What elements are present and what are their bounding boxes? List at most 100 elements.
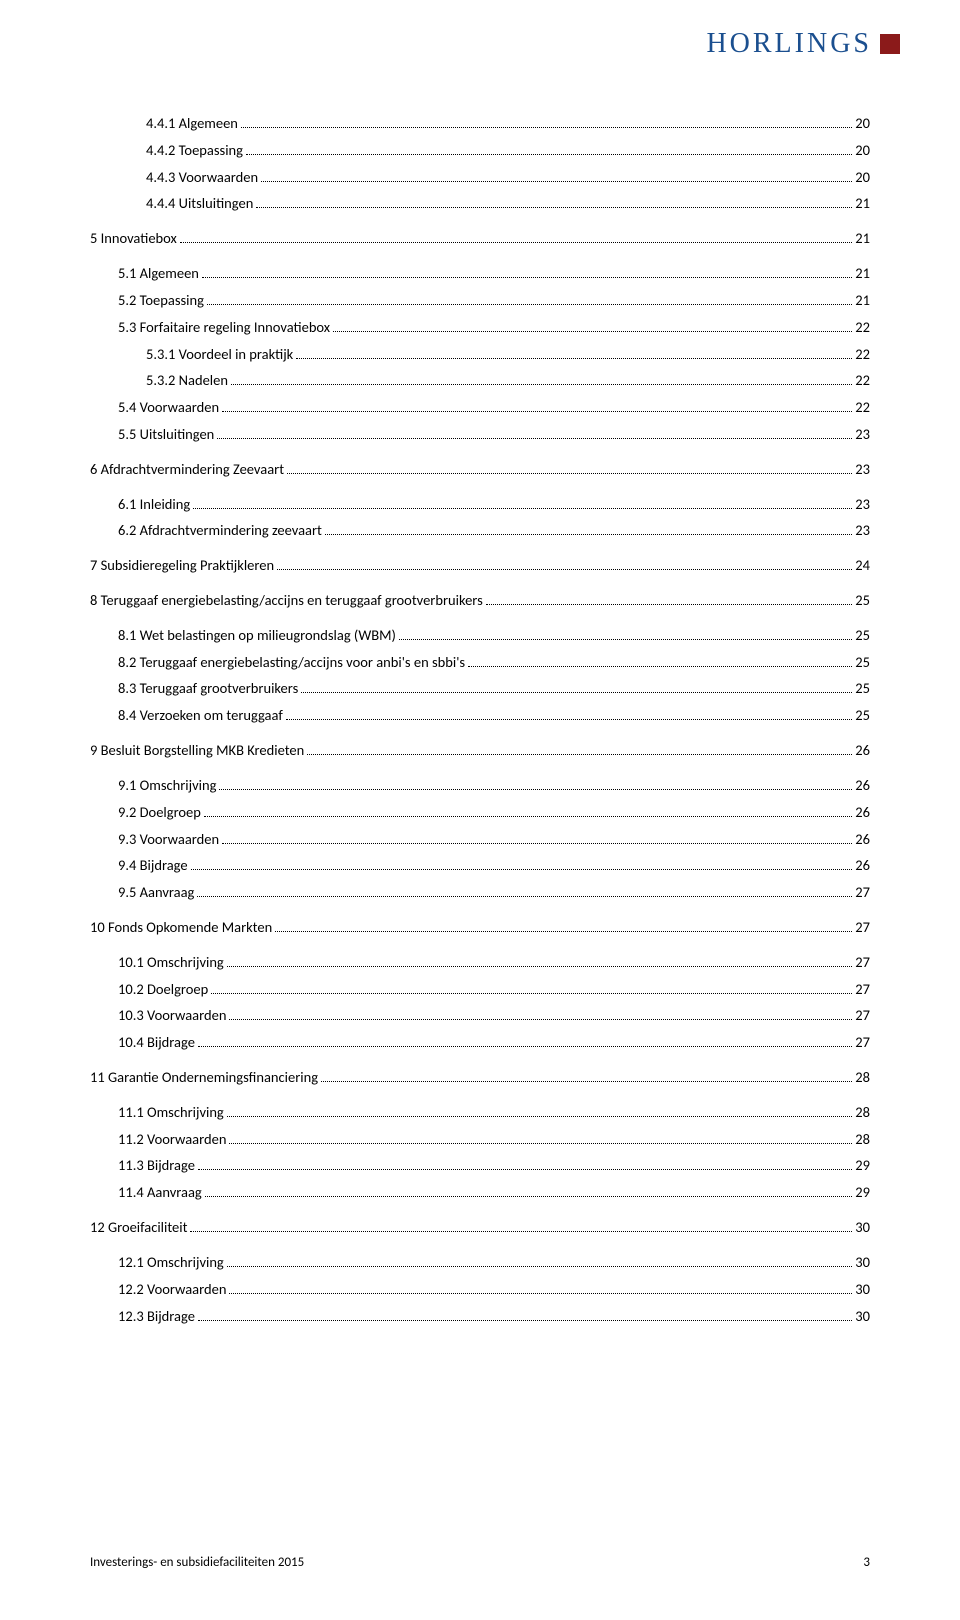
toc-entry-page: 23 (855, 421, 870, 448)
toc-entry[interactable]: 5.5 Uitsluitingen 23 (90, 421, 870, 448)
toc-entry-label: 10.3 Voorwaarden (118, 1002, 226, 1029)
toc-entry[interactable]: 10.3 Voorwaarden27 (90, 1002, 870, 1029)
toc-entry[interactable]: 6 Afdrachtvermindering Zeevaart23 (90, 456, 870, 483)
toc-entry[interactable]: 5.1 Algemeen21 (90, 260, 870, 287)
toc-entry-page: 27 (855, 949, 870, 976)
toc-entry-label: 9 Besluit Borgstelling MKB Kredieten (90, 737, 304, 764)
toc-entry[interactable]: 5.3.1 Voordeel in praktijk22 (90, 341, 870, 368)
toc-entry[interactable]: 9.5 Aanvraag27 (90, 879, 870, 906)
footer-title: Investerings- en subsidiefaciliteiten 20… (90, 1555, 304, 1570)
toc-entry-page: 22 (855, 394, 870, 421)
toc-entry[interactable]: 5.3 Forfaitaire regeling Innovatiebox22 (90, 314, 870, 341)
toc-entry[interactable]: 9.1 Omschrijving26 (90, 772, 870, 799)
toc-entry[interactable]: 10.1 Omschrijving 27 (90, 949, 870, 976)
toc-entry-label: 12.1 Omschrijving (118, 1249, 224, 1276)
toc-entry[interactable]: 4.4.1 Algemeen20 (90, 110, 870, 137)
toc-entry-page: 26 (855, 852, 870, 879)
toc-entry-page: 24 (855, 552, 870, 579)
toc-entry[interactable]: 5.4 Voorwaarden22 (90, 394, 870, 421)
toc-entry[interactable]: 5 Innovatiebox21 (90, 225, 870, 252)
toc-entry[interactable]: 9.3 Voorwaarden26 (90, 826, 870, 853)
toc-entry[interactable]: 5.2 Toepassing21 (90, 287, 870, 314)
toc-dot-leader (198, 1046, 852, 1047)
toc-dot-leader (256, 207, 852, 208)
toc-dot-leader (219, 789, 852, 790)
toc-entry-label: 4.4.2 Toepassing (146, 137, 243, 164)
toc-entry[interactable]: 6.2 Afdrachtvermindering zeevaart23 (90, 517, 870, 544)
toc-entry-page: 30 (855, 1249, 870, 1276)
toc-entry-label: 11.2 Voorwaarden (118, 1126, 226, 1153)
toc-dot-leader (227, 1266, 853, 1267)
toc-entry-page: 26 (855, 737, 870, 764)
toc-dot-leader (229, 1019, 852, 1020)
toc-entry-page: 30 (855, 1276, 870, 1303)
toc-entry[interactable]: 4.4.3 Voorwaarden20 (90, 164, 870, 191)
toc-entry[interactable]: 4.4.2 Toepassing20 (90, 137, 870, 164)
toc-entry[interactable]: 8.1 Wet belastingen op milieugrondslag (… (90, 622, 870, 649)
toc-entry[interactable]: 8.4 Verzoeken om teruggaaf25 (90, 702, 870, 729)
toc-entry[interactable]: 11.4 Aanvraag 29 (90, 1179, 870, 1206)
toc-entry[interactable]: 12.3 Bijdrage30 (90, 1303, 870, 1330)
toc-dot-leader (193, 508, 852, 509)
toc-entry-label: 10.1 Omschrijving (118, 949, 224, 976)
toc-dot-leader (180, 242, 852, 243)
toc-entry-page: 21 (855, 190, 870, 217)
toc-entry-label: 12.3 Bijdrage (118, 1303, 195, 1330)
toc-entry[interactable]: 11.3 Bijdrage29 (90, 1152, 870, 1179)
toc-entry-label: 9.3 Voorwaarden (118, 826, 219, 853)
toc-entry[interactable]: 12.2 Voorwaarden30 (90, 1276, 870, 1303)
toc-entry[interactable]: 11 Garantie Ondernemingsfinanciering28 (90, 1064, 870, 1091)
toc-dot-leader (198, 1169, 852, 1170)
toc-dot-leader (229, 1293, 852, 1294)
toc-entry[interactable]: 5.3.2 Nadelen22 (90, 367, 870, 394)
toc-entry[interactable]: 11.2 Voorwaarden28 (90, 1126, 870, 1153)
toc-entry-page: 20 (855, 164, 870, 191)
toc-entry[interactable]: 12 Groeifaciliteit 30 (90, 1214, 870, 1241)
toc-entry-label: 10.2 Doelgroep (118, 976, 208, 1003)
toc-entry[interactable]: 10.2 Doelgroep27 (90, 976, 870, 1003)
toc-entry[interactable]: 9.2 Doelgroep26 (90, 799, 870, 826)
toc-entry-label: 8.4 Verzoeken om teruggaaf (118, 702, 283, 729)
toc-entry-label: 9.4 Bijdrage (118, 852, 188, 879)
toc-entry-label: 11.4 Aanvraag (118, 1179, 202, 1206)
toc-dot-leader (333, 331, 852, 332)
toc-dot-leader (227, 966, 853, 967)
toc-entry-page: 29 (855, 1179, 870, 1206)
toc-dot-leader (207, 304, 852, 305)
toc-entry[interactable]: 7 Subsidieregeling Praktijkleren24 (90, 552, 870, 579)
toc-entry[interactable]: 6.1 Inleiding23 (90, 491, 870, 518)
toc-entry[interactable]: 10 Fonds Opkomende Markten27 (90, 914, 870, 941)
toc-entry[interactable]: 8.2 Teruggaaf energiebelasting/accijns v… (90, 649, 870, 676)
toc-entry[interactable]: 8 Teruggaaf energiebelasting/accijns en … (90, 587, 870, 614)
toc-dot-leader (241, 127, 852, 128)
toc-entry-page: 26 (855, 799, 870, 826)
toc-entry-label: 5.1 Algemeen (118, 260, 199, 287)
toc-entry[interactable]: 9.4 Bijdrage 26 (90, 852, 870, 879)
toc-entry-label: 11.1 Omschrijving (118, 1099, 224, 1126)
brand-logo-text: HORLINGS (706, 28, 872, 60)
toc-entry-label: 5.3 Forfaitaire regeling Innovatiebox (118, 314, 330, 341)
toc-entry-label: 5.5 Uitsluitingen (118, 421, 214, 448)
toc-entry[interactable]: 10.4 Bijdrage 27 (90, 1029, 870, 1056)
toc-entry-page: 30 (855, 1214, 870, 1241)
toc-entry-label: 10.4 Bijdrage (118, 1029, 195, 1056)
toc-entry-label: 8.2 Teruggaaf energiebelasting/accijns v… (118, 649, 465, 676)
toc-dot-leader (190, 1231, 852, 1232)
toc-entry[interactable]: 9 Besluit Borgstelling MKB Kredieten 26 (90, 737, 870, 764)
toc-entry[interactable]: 4.4.4 Uitsluitingen21 (90, 190, 870, 217)
toc-dot-leader (261, 181, 852, 182)
toc-dot-leader (231, 384, 852, 385)
toc-dot-leader (277, 569, 852, 570)
toc-entry[interactable]: 8.3 Teruggaaf grootverbruikers25 (90, 675, 870, 702)
toc-entry[interactable]: 11.1 Omschrijving28 (90, 1099, 870, 1126)
toc-entry-page: 22 (855, 341, 870, 368)
toc-entry-label: 6.1 Inleiding (118, 491, 190, 518)
toc-entry-page: 28 (855, 1064, 870, 1091)
toc-entry[interactable]: 12.1 Omschrijving 30 (90, 1249, 870, 1276)
toc-entry-label: 12 Groeifaciliteit (90, 1214, 187, 1241)
toc-entry-page: 27 (855, 1029, 870, 1056)
brand-logo: HORLINGS (706, 28, 900, 60)
toc-dot-leader (468, 666, 852, 667)
toc-dot-leader (301, 692, 852, 693)
toc-dot-leader (286, 719, 853, 720)
